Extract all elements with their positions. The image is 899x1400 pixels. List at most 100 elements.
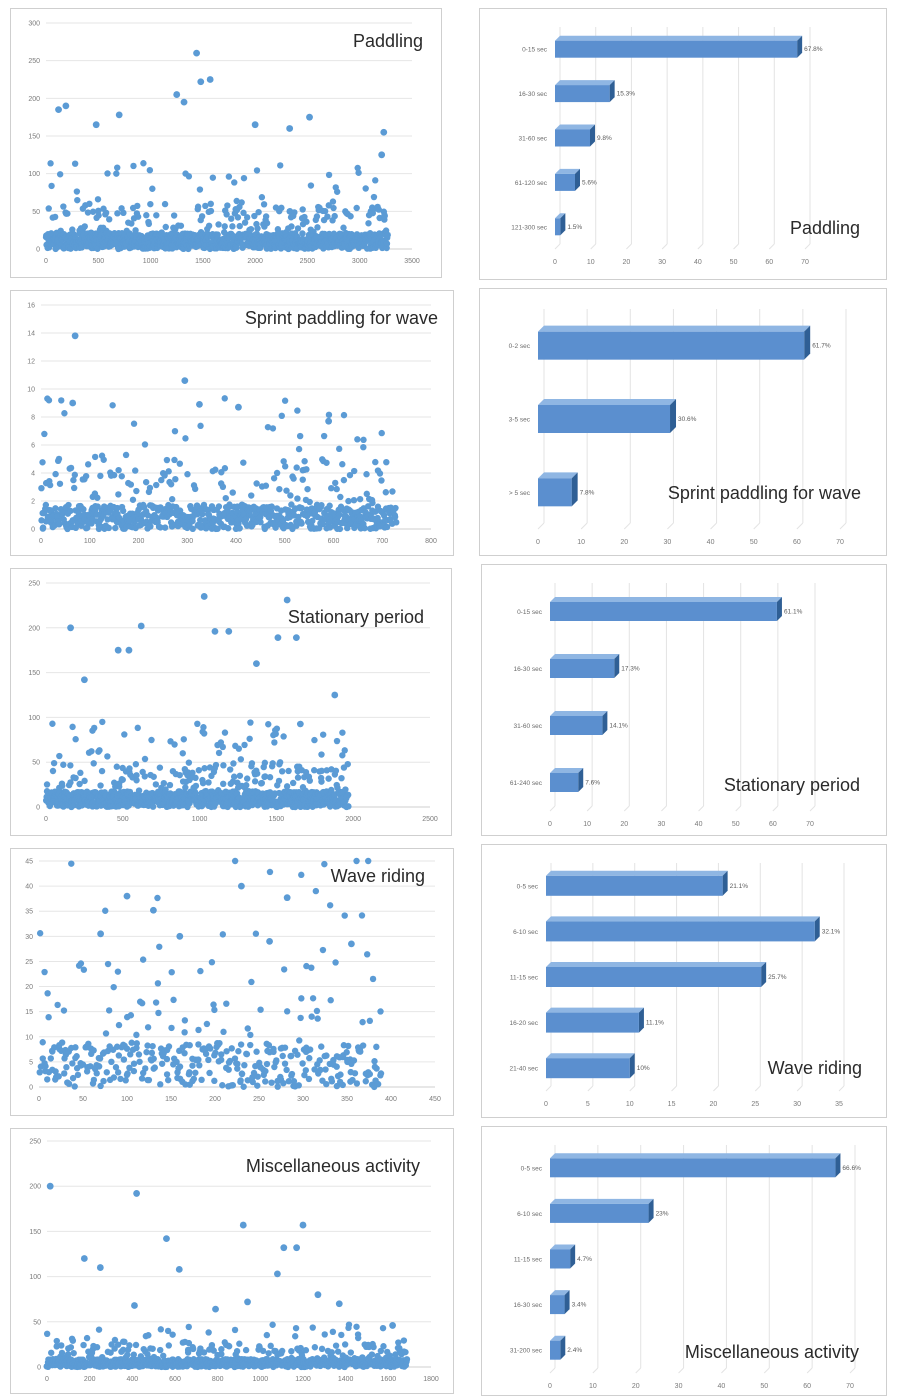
- scatter-point: [312, 887, 320, 895]
- scatter-point: [205, 1329, 212, 1336]
- scatter-point: [52, 1068, 59, 1075]
- scatter-point: [97, 472, 104, 480]
- scatter-point: [363, 951, 371, 958]
- x-tick-label: 600: [169, 1376, 181, 1383]
- scatter-point: [219, 1082, 226, 1089]
- scatter-point: [206, 1069, 213, 1077]
- bar: [555, 168, 580, 191]
- scatter-point: [283, 783, 291, 790]
- scatter-point: [47, 160, 54, 167]
- scatter-point: [195, 1056, 202, 1063]
- scatter-point: [289, 779, 297, 787]
- bar-side: [571, 472, 578, 507]
- data-label: 61.1%: [784, 609, 803, 616]
- scatter-point: [319, 520, 326, 528]
- bar: [538, 325, 811, 360]
- scatter-point: [196, 401, 203, 408]
- gridline: [661, 243, 668, 250]
- gridline: [806, 1367, 813, 1374]
- scatter-point: [306, 1046, 314, 1053]
- bar-top: [555, 213, 566, 219]
- scatter-point: [43, 781, 51, 788]
- scatter-point: [80, 1341, 87, 1349]
- scatter-point: [96, 1264, 104, 1271]
- scatter-point: [353, 204, 360, 212]
- scatter-point: [185, 759, 193, 766]
- scatter-points: [42, 49, 391, 253]
- scatter-point: [235, 1048, 242, 1055]
- scatter-point: [93, 1344, 101, 1351]
- scatter-point: [294, 495, 301, 502]
- scatter-point: [81, 676, 88, 684]
- scatter-point: [378, 429, 385, 437]
- scatter-point: [382, 489, 390, 496]
- scatter-point: [105, 524, 112, 532]
- scatter-point: [48, 1349, 55, 1356]
- scatter-point: [271, 1063, 278, 1071]
- x-tick-label: 400: [126, 1376, 138, 1383]
- scatter-point: [218, 1346, 225, 1353]
- scatter-point: [377, 1008, 384, 1015]
- bar-front: [555, 40, 798, 58]
- gridline: [626, 243, 632, 250]
- scatter-point: [333, 188, 341, 195]
- gridline: [796, 522, 804, 530]
- scatter-point: [55, 455, 63, 463]
- x-tick-label: 0: [37, 1096, 41, 1103]
- scatter-point: [158, 1060, 166, 1067]
- gridline: [667, 522, 674, 530]
- scatter-point: [299, 1221, 307, 1229]
- scatter-point: [318, 767, 325, 775]
- scatter-point: [321, 207, 329, 215]
- scatter-point: [115, 1052, 123, 1059]
- scatter-point: [383, 523, 391, 531]
- scatter-point: [303, 466, 310, 473]
- y-tick-label: 25: [25, 959, 33, 966]
- scatter-point: [200, 593, 208, 600]
- sprint-paddling-scatter-chart: 0 2 4 6 8 10 12 14 16 0 100 200 300 400 500 600 700 800 Sp…: [27, 303, 438, 546]
- y-tick-label: 16: [27, 303, 35, 310]
- scatter-point: [132, 761, 140, 768]
- category-label: 11-15 sec: [510, 975, 539, 982]
- scatter-point: [283, 894, 291, 902]
- scatter-point: [303, 218, 310, 225]
- scatter-point: [244, 1298, 251, 1306]
- scatter-point: [181, 1049, 188, 1057]
- scatter-point: [52, 505, 59, 512]
- bar-side: [614, 654, 620, 678]
- scatter-point: [200, 724, 207, 731]
- x-tick-label: 20: [710, 1101, 718, 1108]
- scatter-point: [248, 978, 255, 986]
- chart-title: Stationary period: [288, 607, 424, 627]
- scatter-point: [303, 962, 310, 970]
- scatter-point: [359, 1042, 367, 1049]
- x-tick-label: 60: [765, 259, 773, 266]
- scatter-point: [157, 524, 164, 531]
- scatter-point: [122, 1077, 129, 1084]
- scatter-point: [212, 466, 219, 473]
- misc-activity-duration-bar-panel: 0 10 20 30 40 50 60 70 0-5 sec 66.6% 6-10 sec 23% 11…: [481, 1126, 887, 1396]
- scatter-point: [308, 1013, 315, 1020]
- scatter-point: [39, 525, 47, 532]
- scatter-point: [95, 1063, 103, 1070]
- scatter-point: [179, 750, 186, 757]
- scatter-point: [262, 213, 270, 220]
- scatter-point: [96, 1055, 104, 1062]
- scatter-point: [332, 479, 339, 487]
- scatter-point: [143, 1048, 150, 1056]
- scatter-point: [102, 907, 109, 914]
- y-tick-label: 200: [28, 96, 40, 103]
- scatter-point: [326, 902, 334, 909]
- scatter-point: [52, 470, 59, 478]
- scatter-point: [44, 1076, 51, 1083]
- scatter-point: [377, 1072, 384, 1079]
- scatter-point: [197, 422, 204, 430]
- scatter-point: [319, 946, 327, 954]
- scatter-point: [259, 1347, 267, 1355]
- scatter-point: [60, 1007, 68, 1014]
- data-label: 23%: [656, 1210, 669, 1217]
- scatter-point: [203, 1020, 211, 1028]
- scatter-points: [38, 332, 400, 533]
- scatter-point: [50, 759, 58, 767]
